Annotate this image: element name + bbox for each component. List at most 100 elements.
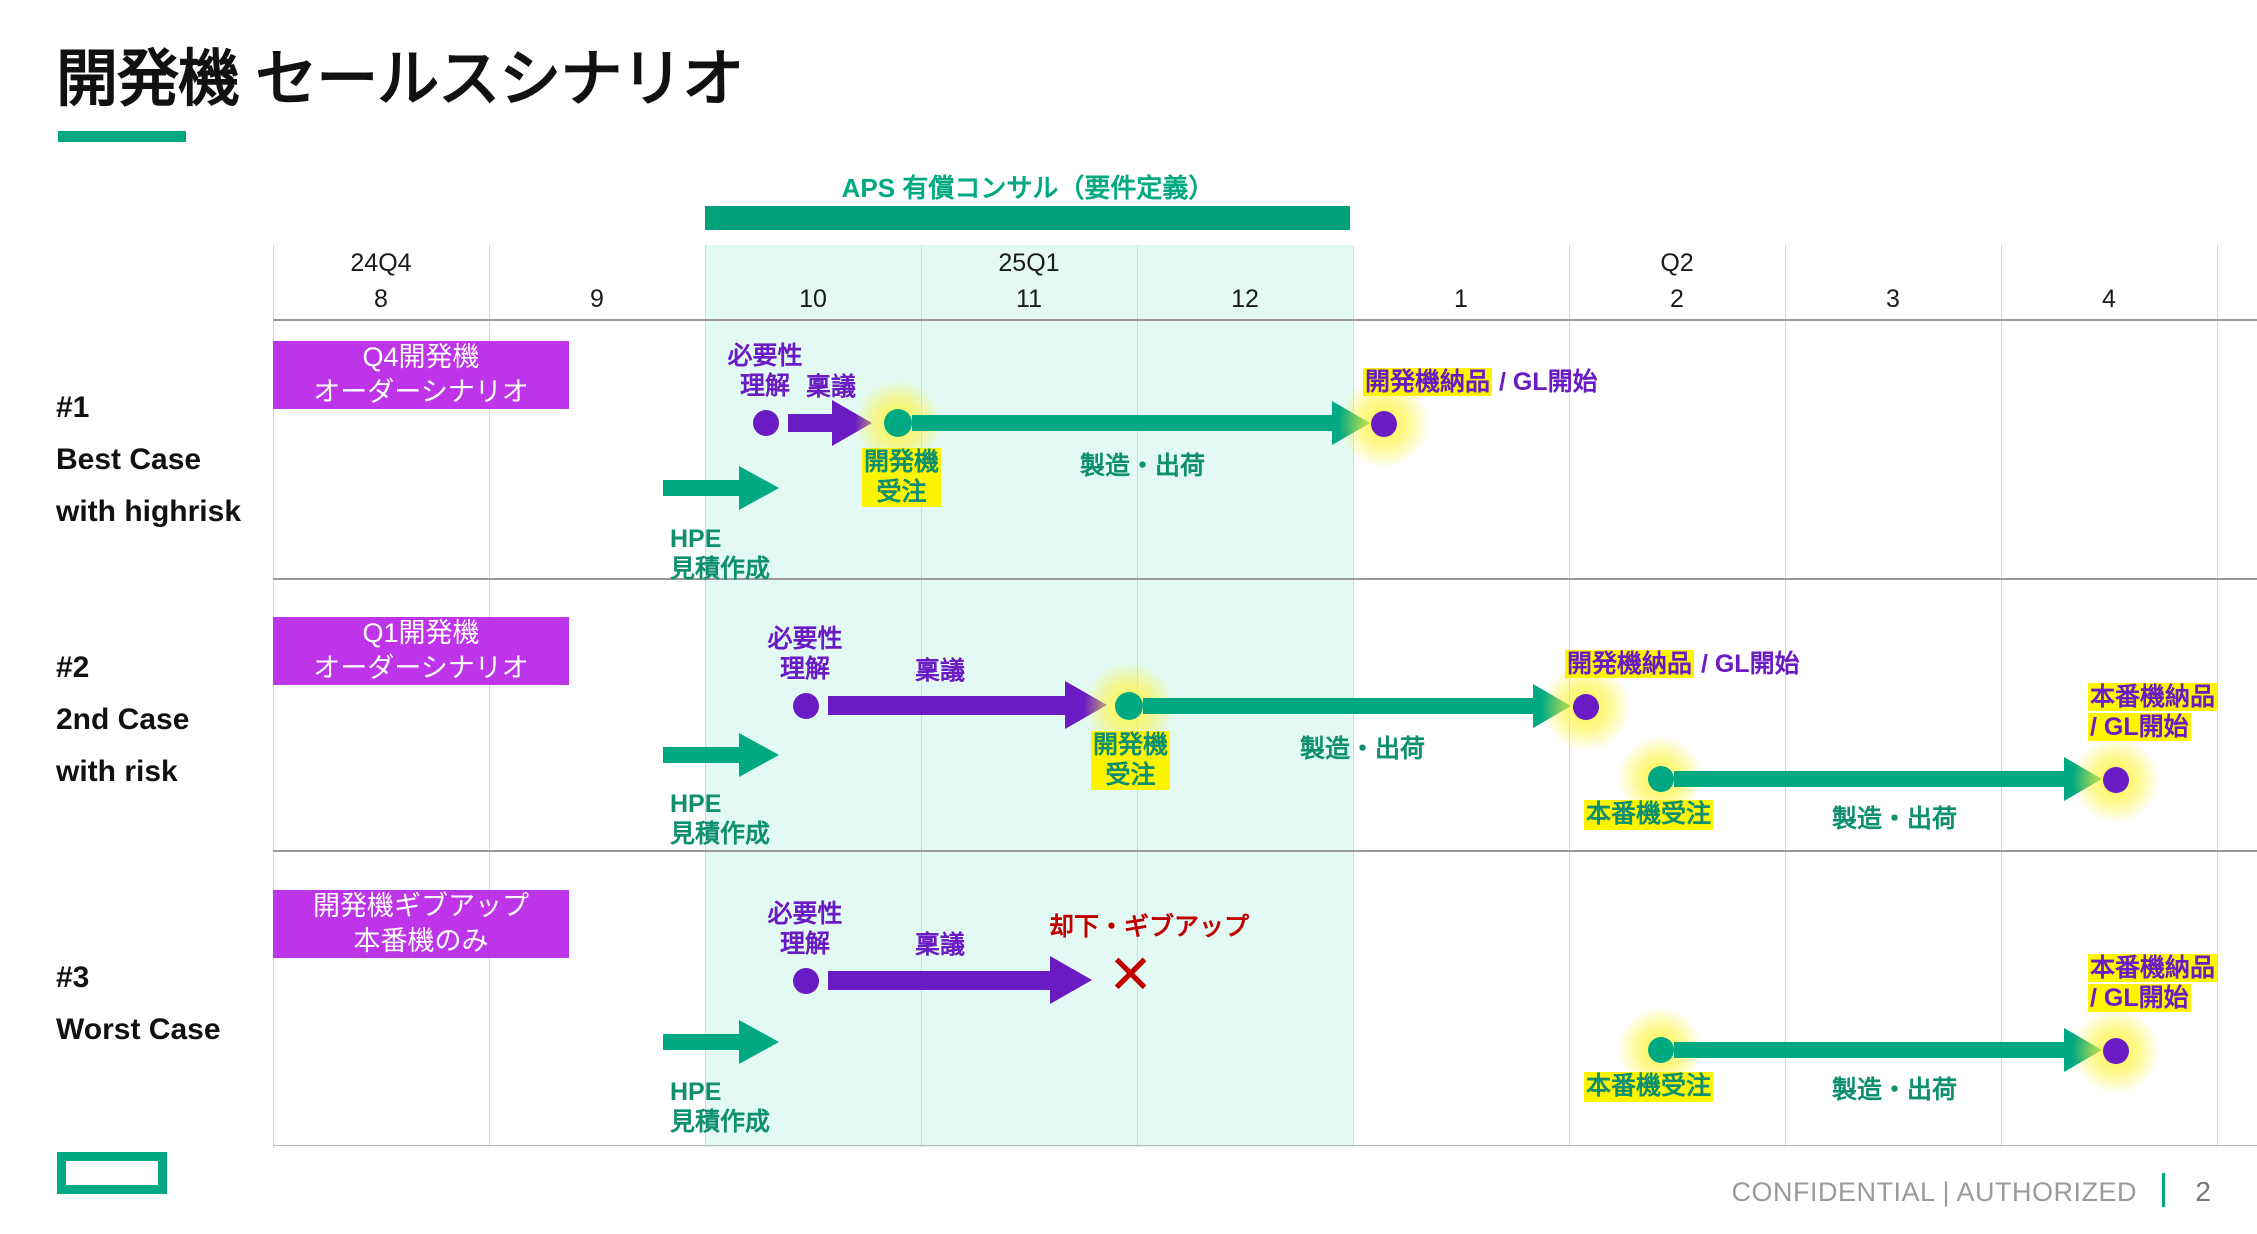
row2-scenario-box[interactable]: Q1開発機 オーダーシナリオ [273, 617, 569, 685]
row1-necessity-label: 必要性 理解 [727, 342, 803, 400]
row3-necessity-dot [793, 968, 819, 994]
row3-ringi-arrow-shaft [828, 971, 1050, 990]
row1-quote-label: HPE 見積作成 [670, 525, 771, 583]
row1-ringi-label: 稟議 [806, 373, 857, 401]
row2-delivery-dot [1573, 694, 1599, 720]
row1-manufacture-label: 製造・出荷 [1080, 452, 1206, 480]
row2-order-label: 開発機 受注 [1091, 731, 1171, 790]
row2-prod-delivery-label: 本番機納品 / GL開始 [2088, 683, 2218, 742]
row2-delivery-highlight: 開発機納品 [1565, 650, 1695, 678]
row1-scenario-box[interactable]: Q4開発機 オーダーシナリオ [273, 341, 569, 409]
hpe-logo [57, 1152, 167, 1194]
month-label-10: 10 [799, 285, 827, 313]
row2-order-dot [1115, 692, 1143, 720]
month-label-1: 1 [1454, 285, 1468, 313]
grid-vline [705, 245, 706, 1147]
row1-delivery-label: 開発機納品 / GL開始 [1363, 368, 1598, 398]
aps-consult-bar [705, 206, 1350, 230]
row2-ringi-label: 稟議 [915, 657, 966, 685]
row2-delivery-label: 開発機納品 / GL開始 [1565, 650, 1800, 680]
row1-order-label: 開発機 受注 [862, 448, 942, 507]
row3-prod-delivery-label: 本番機納品 / GL開始 [2088, 954, 2218, 1013]
row1-quote-arrow-head [739, 466, 779, 510]
grid-hline-row1 [273, 578, 2257, 580]
row3-name: #3 [56, 961, 90, 994]
row2-scenario-line2: オーダーシナリオ [313, 653, 529, 683]
row3-prod-order-dot [1648, 1037, 1674, 1063]
row3-necessity-label: 必要性 理解 [767, 900, 843, 958]
quarter-label: 25Q1 [998, 249, 1060, 277]
grid-vline [489, 245, 490, 1147]
row1-delivery-dot [1371, 411, 1397, 437]
row2-necessity-dot [793, 693, 819, 719]
row2-prod-order-dot [1648, 766, 1674, 792]
aps-consult-label: APS 有償コンサル（要件定義） [841, 173, 1215, 203]
row3-prod-arrow-shaft [1674, 1042, 2064, 1058]
month-label-11: 11 [1016, 285, 1042, 313]
row3-scenario-box[interactable]: 開発機ギブアップ 本番機のみ [273, 890, 569, 958]
row3-quote-arrow-head [739, 1020, 779, 1064]
row1-order-dot [884, 409, 912, 437]
row3-quote-arrow-shaft [663, 1034, 739, 1050]
grid-vline [1785, 245, 1786, 1147]
row1-case: Best Case [56, 443, 202, 476]
month-label-2: 2 [1670, 285, 1684, 313]
row2-ringi-arrow-shaft [828, 696, 1065, 715]
row2-manufacture-label: 製造・出荷 [1300, 735, 1426, 763]
row2-necessity-label: 必要性 理解 [767, 625, 843, 683]
row1-delivery-highlight: 開発機納品 [1363, 368, 1493, 396]
row2-quote-arrow-head [739, 733, 779, 777]
row1-scenario-line2: オーダーシナリオ [313, 377, 529, 407]
month-label-4: 4 [2102, 285, 2116, 313]
row2-prod-delivery-line2: / GL開始 [2088, 712, 2191, 741]
row2-scenario-line1: Q1開発機 [362, 618, 480, 649]
month-label-12: 12 [1231, 285, 1259, 313]
grid-hline-header [273, 319, 2257, 321]
row3-reject-label: 却下・ギブアップ [1049, 913, 1250, 941]
grid-vline [1353, 245, 1354, 1147]
month-label-3: 3 [1886, 285, 1900, 313]
page-number: 2 [2195, 1176, 2211, 1207]
quarter-label: Q2 [1660, 249, 1694, 277]
row1-scenario-line1: Q4開発機 [362, 342, 480, 373]
footer-separator [2162, 1173, 2165, 1207]
row1-manufacture-arrow-shaft [912, 415, 1332, 431]
row2-prod-order-label: 本番機受注 [1584, 800, 1714, 830]
grid-vline [273, 245, 274, 1147]
row2-manufacture-arrow-shaft [1143, 698, 1533, 714]
row3-prod-manufacture-label: 製造・出荷 [1832, 1076, 1958, 1104]
row3-scenario-line1: 開発機ギブアップ [313, 891, 529, 922]
row3-prod-order-label: 本番機受注 [1584, 1072, 1714, 1102]
month-label-9: 9 [590, 285, 604, 313]
row2-case: 2nd Case [56, 703, 190, 736]
row3-prod-delivery-line2: / GL開始 [2088, 983, 2191, 1012]
row2-prod-arrow-shaft [1674, 771, 2064, 787]
row2-name: #2 [56, 651, 90, 684]
row3-quote-label: HPE 見積作成 [670, 1078, 771, 1136]
row3-scenario-line2: 本番機のみ [353, 926, 489, 956]
row2-quote-arrow-shaft [663, 747, 739, 763]
row3-reject-x-icon: ✕ [1108, 945, 1154, 1005]
grid-hline-row2 [273, 850, 2257, 852]
row3-prod-delivery-dot [2103, 1038, 2129, 1064]
row2-prod-delivery-dot [2103, 767, 2129, 793]
row2-prod-delivery-line1: 本番機納品 [2088, 683, 2218, 711]
row1-necessity-dot [753, 410, 779, 436]
quarter-label: 24Q4 [350, 249, 412, 277]
grid-vline [2001, 245, 2002, 1147]
confidentiality-notice: CONFIDENTIAL | AUTHORIZED [1731, 1177, 2137, 1207]
row1-qualifier: with highrisk [56, 495, 242, 528]
page-title: 開発機 セールスシナリオ [56, 45, 744, 114]
row1-quote-arrow-shaft [663, 480, 739, 496]
row1-ringi-arrow-shaft [788, 414, 832, 432]
grid-vline [2217, 245, 2218, 1147]
row2-qualifier: with risk [56, 755, 178, 788]
row2-quote-label: HPE 見積作成 [670, 790, 771, 848]
row1-delivery-rest: / GL開始 [1492, 368, 1598, 396]
row3-ringi-label: 稟議 [915, 931, 966, 959]
row3-ringi-arrow-head [1050, 956, 1092, 1004]
grid-hline-bottom [273, 1145, 2257, 1146]
row3-case: Worst Case [56, 1013, 221, 1046]
month-label-8: 8 [374, 285, 388, 313]
title-underline-rule [58, 131, 186, 142]
